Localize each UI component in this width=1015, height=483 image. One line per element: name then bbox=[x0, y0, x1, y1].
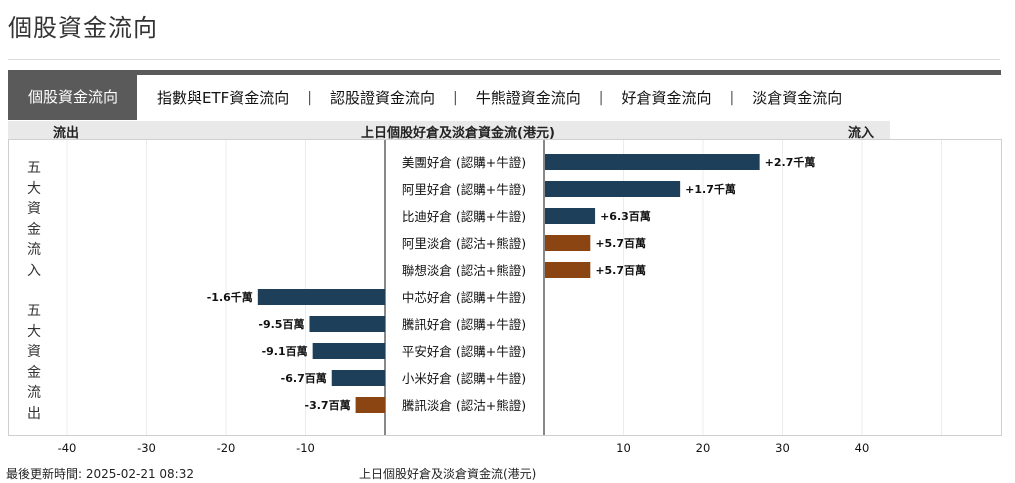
bar-value-label: -1.6千萬 bbox=[207, 290, 253, 304]
tab-warrant-fund-flow[interactable]: 認股證資金流向 bbox=[330, 89, 436, 107]
row-label: 阿里淡倉 (認沽+熊證) bbox=[402, 236, 526, 251]
top-outflow-side-label: 五 大 資 金 流 出 bbox=[26, 301, 42, 424]
tab-separator: | bbox=[453, 89, 458, 106]
tab-separator: | bbox=[307, 89, 313, 106]
side-label-char: 金 bbox=[27, 221, 41, 238]
bar-value-label: -3.7百萬 bbox=[305, 398, 351, 412]
row-label: 比迪好倉 (認購+牛證) bbox=[402, 209, 526, 224]
outflow-bar bbox=[312, 343, 385, 359]
x-tick-label: 20 bbox=[696, 441, 711, 455]
x-tick-label: -30 bbox=[137, 441, 156, 455]
inflow-bar bbox=[545, 208, 596, 224]
inflow-header: 流入 bbox=[848, 126, 875, 141]
inflow-bar bbox=[545, 235, 591, 251]
row-label: 美團好倉 (認購+牛證) bbox=[402, 155, 526, 170]
side-label-char: 資 bbox=[27, 344, 41, 360]
tab-bar: 個股資金流向 指數與ETF資金流向 | 認股證資金流向 | 牛熊證資金流向 | … bbox=[8, 75, 1001, 120]
inflow-bar bbox=[545, 262, 591, 278]
x-tick-label: 40 bbox=[855, 441, 870, 455]
side-label-char: 大 bbox=[27, 323, 41, 340]
row-label: 小米好倉 (認購+牛證) bbox=[402, 371, 526, 386]
outflow-bar bbox=[257, 289, 385, 305]
side-label-char: 金 bbox=[27, 364, 41, 381]
side-label-char: 資 bbox=[27, 201, 41, 217]
row-label: 聯想淡倉 (認沽+熊證) bbox=[402, 263, 526, 278]
chart-header: 流出 上日個股好倉及淡倉資金流(港元) 流入 bbox=[8, 121, 1001, 141]
bar-value-label: +5.7百萬 bbox=[595, 263, 646, 277]
x-tick-label: -20 bbox=[217, 441, 236, 455]
chart-header-title: 上日個股好倉及淡倉資金流(港元) bbox=[361, 126, 555, 141]
side-label-char: 入 bbox=[27, 262, 41, 279]
side-label-char: 五 bbox=[27, 160, 41, 176]
chart-frame bbox=[8, 139, 1002, 436]
side-label-char: 大 bbox=[27, 180, 41, 197]
x-tick-label: 30 bbox=[775, 441, 790, 455]
tab-index-etf-fund-flow[interactable]: 指數與ETF資金流向 bbox=[157, 89, 290, 107]
outflow-bar bbox=[309, 316, 385, 332]
row-label: 平安好倉 (認購+牛證) bbox=[402, 344, 526, 359]
tab-short-position-fund-flow[interactable]: 淡倉資金流向 bbox=[752, 89, 843, 107]
side-label-char: 出 bbox=[27, 405, 41, 422]
bar-value-label: -9.5百萬 bbox=[258, 317, 304, 331]
tab-separator: | bbox=[598, 89, 604, 106]
row-label: 阿里好倉 (認購+牛證) bbox=[402, 182, 526, 197]
x-tick-label: -40 bbox=[58, 441, 77, 455]
row-label: 騰訊淡倉 (認沽+熊證) bbox=[402, 398, 526, 413]
bar-value-label: -6.7百萬 bbox=[281, 371, 327, 385]
title-divider bbox=[8, 59, 1000, 60]
top-inflow-side-label: 五 大 資 金 流 入 bbox=[26, 158, 42, 281]
page-title: 個股資金流向 bbox=[8, 14, 158, 42]
tab-bar-top-border bbox=[8, 70, 1001, 75]
tab-cbbc-fund-flow[interactable]: 牛熊證資金流向 bbox=[475, 89, 581, 107]
x-tick-label: -10 bbox=[296, 441, 315, 455]
bar-value-label: -9.1百萬 bbox=[262, 344, 308, 358]
x-tick-label: 10 bbox=[616, 441, 631, 455]
outflow-bar bbox=[355, 397, 385, 413]
outflow-bar bbox=[331, 370, 385, 386]
bar-value-label: +6.3百萬 bbox=[600, 209, 651, 223]
row-label: 中芯好倉 (認購+牛證) bbox=[402, 290, 526, 305]
inflow-bar bbox=[545, 154, 760, 170]
header-right-gap bbox=[890, 121, 1001, 139]
tab-long-position-fund-flow[interactable]: 好倉資金流向 bbox=[621, 89, 712, 107]
side-label-char: 流 bbox=[27, 385, 41, 401]
bar-value-label: +5.7百萬 bbox=[595, 236, 646, 250]
outflow-header: 流出 bbox=[53, 126, 80, 141]
tab-stock-fund-flow[interactable]: 個股資金流向 bbox=[8, 75, 138, 120]
row-label: 騰訊好倉 (認購+牛證) bbox=[402, 317, 526, 332]
bar-value-label: +2.7千萬 bbox=[765, 155, 816, 169]
tab-separator: | bbox=[729, 89, 735, 106]
side-label-char: 流 bbox=[27, 242, 41, 258]
last-updated-text: 最後更新時間: 2025-02-21 08:32 bbox=[6, 467, 194, 481]
side-label-char: 五 bbox=[27, 303, 41, 319]
inflow-bar bbox=[545, 181, 681, 197]
bar-value-label: +1.7千萬 bbox=[685, 182, 736, 196]
chart-caption: 上日個股好倉及淡倉資金流(港元) bbox=[359, 467, 537, 481]
